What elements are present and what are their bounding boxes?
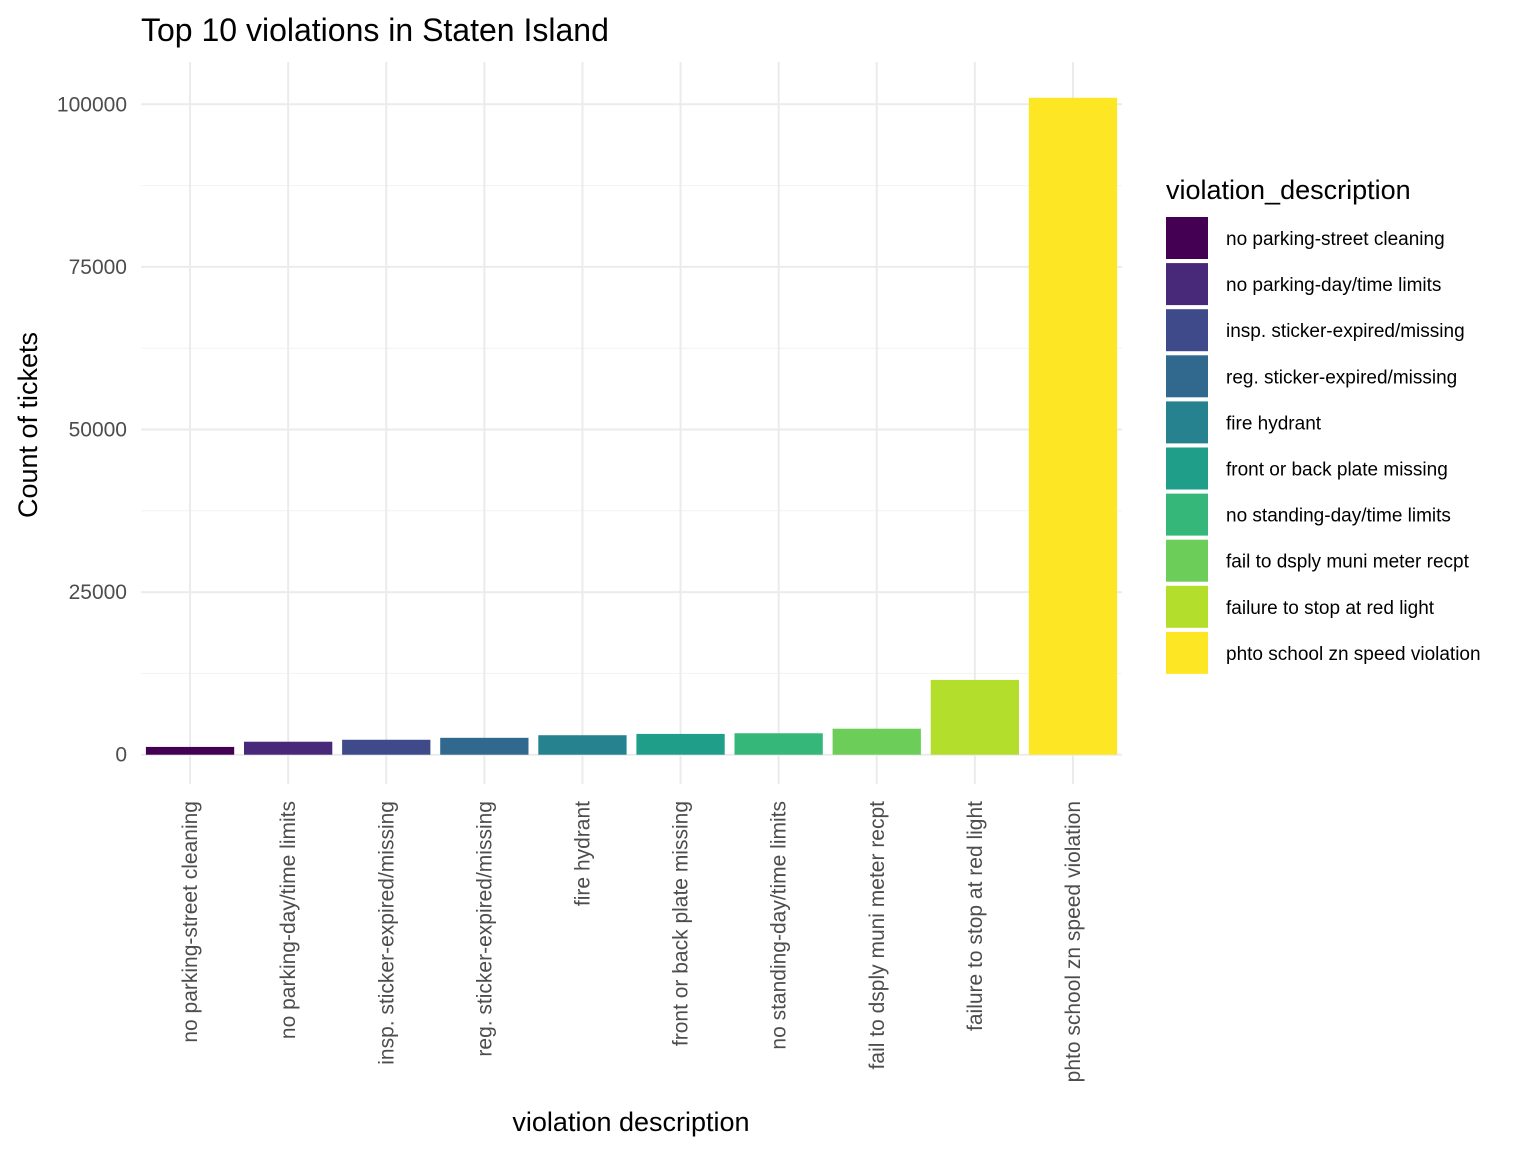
- legend-key: [1166, 309, 1208, 352]
- x-tick-label: no parking-street cleaning: [179, 801, 202, 1043]
- legend-label: front or back plate missing: [1226, 460, 1448, 481]
- bars: [145, 97, 1118, 755]
- bar: [1028, 97, 1118, 755]
- x-tick-label: insp. sticker-expired/missing: [375, 801, 398, 1065]
- grid: [141, 62, 1122, 784]
- x-tick-label: front or back plate missing: [670, 801, 693, 1046]
- legend-label: phto school zn speed violation: [1226, 644, 1481, 665]
- bar: [538, 735, 627, 755]
- legend-key: [1166, 493, 1208, 536]
- legend-label: fail to dsply muni meter recpt: [1226, 552, 1470, 573]
- legend-label: fire hydrant: [1226, 413, 1322, 434]
- y-tick-label: 25000: [69, 581, 127, 604]
- bar: [734, 733, 823, 755]
- legend-label: no standing-day/time limits: [1226, 506, 1451, 527]
- y-tick-label: 50000: [69, 419, 127, 442]
- x-axis-title: violation description: [512, 1107, 749, 1137]
- legend-key: [1166, 585, 1208, 628]
- y-axis-ticks: 0 25000 50000 75000 100000: [57, 93, 127, 766]
- legend-label: failure to stop at red light: [1226, 598, 1435, 619]
- chart-title: Top 10 violations in Staten Island: [141, 12, 609, 48]
- legend-title: violation_description: [1166, 175, 1411, 205]
- y-tick-label: 100000: [57, 93, 127, 116]
- legend: violation_description no parking-street …: [1166, 175, 1481, 674]
- y-tick-label: 0: [115, 744, 127, 767]
- legend-key: [1166, 355, 1208, 398]
- x-tick-label: no standing-day/time limits: [768, 801, 791, 1050]
- legend-key: [1166, 447, 1208, 490]
- bar: [930, 679, 1019, 755]
- legend-key: [1166, 631, 1208, 674]
- x-tick-label: no parking-day/time limits: [277, 801, 300, 1039]
- x-tick-label: reg. sticker-expired/missing: [473, 801, 496, 1057]
- x-tick-label: fail to dsply muni meter recpt: [866, 801, 889, 1070]
- legend-key: [1166, 217, 1208, 259]
- legend-items: no parking-street cleaning no parking-day…: [1166, 217, 1481, 674]
- legend-label: insp. sticker-expired/missing: [1226, 321, 1465, 342]
- bar: [244, 741, 333, 755]
- bar: [636, 733, 725, 755]
- x-tick-label: phto school zn speed violation: [1062, 801, 1085, 1082]
- x-tick-label: fire hydrant: [571, 801, 594, 906]
- bar: [145, 746, 235, 755]
- x-axis-ticks: no parking-street cleaning no parking-day…: [179, 801, 1085, 1083]
- bar: [342, 739, 431, 755]
- y-axis-title: Count of tickets: [13, 332, 43, 518]
- legend-label: no parking-day/time limits: [1226, 275, 1441, 296]
- legend-label: no parking-street cleaning: [1226, 229, 1445, 250]
- legend-label: reg. sticker-expired/missing: [1226, 367, 1457, 388]
- legend-key: [1166, 539, 1208, 582]
- bar: [440, 737, 529, 755]
- bar: [832, 728, 921, 755]
- x-tick-label: failure to stop at red light: [964, 801, 987, 1031]
- legend-key: [1166, 263, 1208, 306]
- legend-key: [1166, 401, 1208, 444]
- y-tick-label: 75000: [69, 256, 127, 279]
